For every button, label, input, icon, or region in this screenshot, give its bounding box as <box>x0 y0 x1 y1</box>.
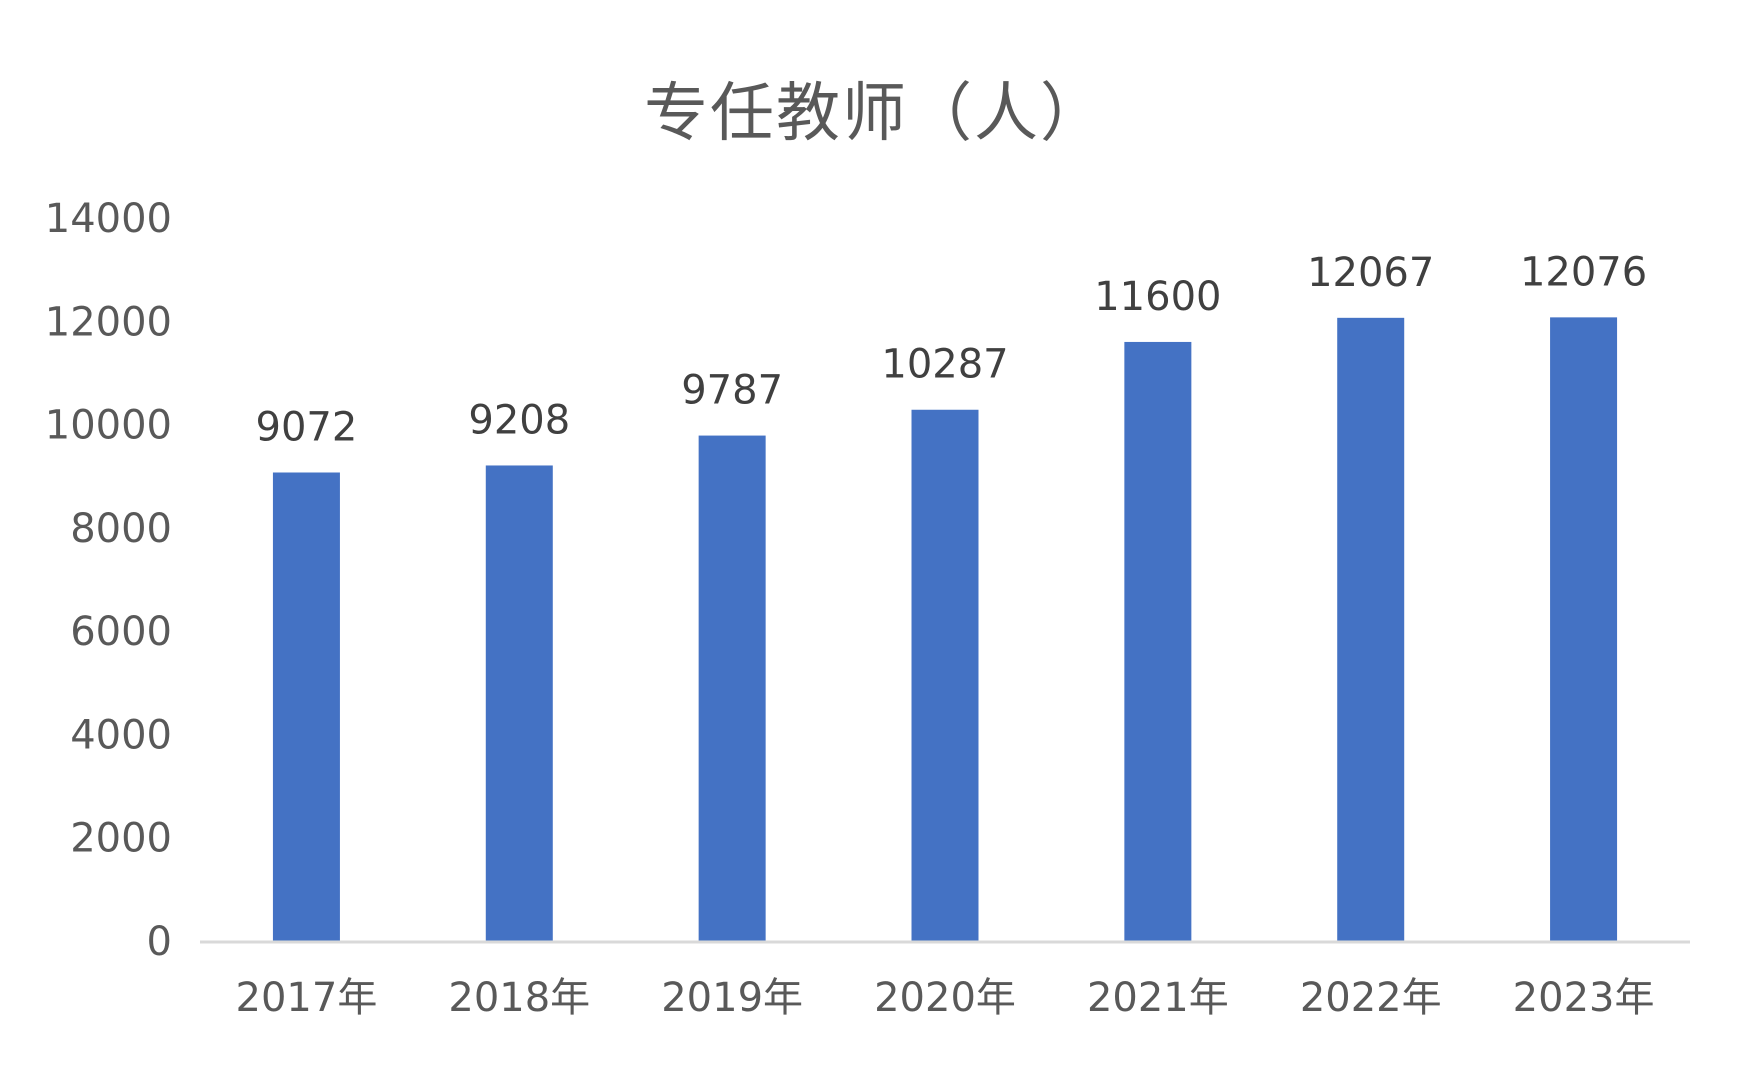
y-axis-tick-labels: 0 2000 4000 6000 8000 10000 12000 14000 <box>45 196 172 965</box>
bar <box>911 409 979 941</box>
chart-title: 专任教师（人） <box>644 77 1106 151</box>
data-label: 11600 <box>1094 274 1221 320</box>
data-label: 9208 <box>468 397 570 443</box>
data-label: 9072 <box>256 404 358 450</box>
bar <box>1124 341 1192 941</box>
data-label: 12076 <box>1520 249 1647 295</box>
y-tick-label: 4000 <box>70 712 172 758</box>
x-tick-label: 2023年 <box>1513 975 1655 1021</box>
data-label: 10287 <box>881 342 1008 388</box>
x-tick-label: 2017年 <box>236 975 378 1021</box>
x-tick-label: 2022年 <box>1300 975 1442 1021</box>
data-labels: 9072 9208 9787 10287 11600 12067 12076 <box>256 249 1648 450</box>
bar-series <box>272 317 1618 942</box>
data-label: 12067 <box>1307 250 1434 296</box>
x-tick-label: 2018年 <box>448 975 590 1021</box>
x-tick-label: 2019年 <box>661 975 803 1021</box>
y-tick-label: 2000 <box>70 816 172 862</box>
bar <box>272 472 340 941</box>
bar <box>698 435 766 941</box>
x-tick-label: 2020年 <box>874 975 1016 1021</box>
data-label: 9787 <box>681 368 783 414</box>
y-tick-label: 0 <box>147 919 172 965</box>
y-tick-label: 6000 <box>70 609 172 655</box>
y-tick-label: 10000 <box>45 403 172 449</box>
y-tick-label: 12000 <box>45 299 172 345</box>
bar <box>485 465 553 941</box>
bar <box>1337 317 1405 941</box>
x-axis-tick-labels: 2017年 2018年 2019年 2020年 2021年 2022年 2023年 <box>236 975 1655 1021</box>
y-tick-label: 8000 <box>70 506 172 552</box>
x-tick-label: 2021年 <box>1087 975 1229 1021</box>
y-tick-label: 14000 <box>45 196 172 242</box>
bar <box>1550 317 1618 942</box>
